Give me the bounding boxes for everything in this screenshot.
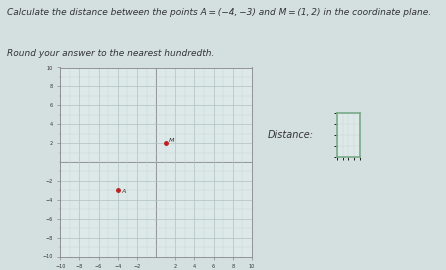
Text: Round your answer to the nearest hundredth.: Round your answer to the nearest hundred… — [7, 49, 214, 58]
Text: Calculate the distance between the points A = (−4, −3) and M = (1, 2) in the coo: Calculate the distance between the point… — [7, 8, 431, 17]
Text: Distance:: Distance: — [268, 130, 314, 140]
Text: A: A — [122, 189, 126, 194]
Text: M: M — [169, 138, 174, 143]
